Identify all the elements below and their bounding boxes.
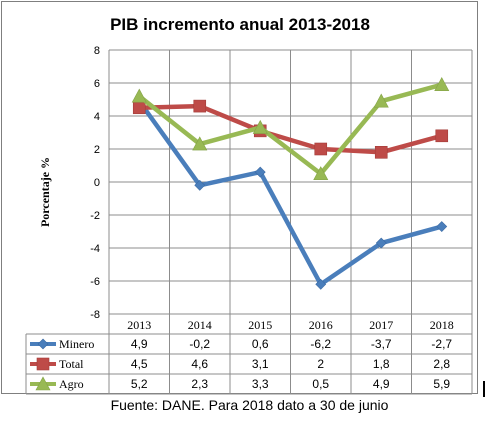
data-point xyxy=(313,166,329,181)
data-point xyxy=(35,376,51,391)
y-tick-label: 6 xyxy=(94,78,100,90)
series-line xyxy=(137,98,444,287)
table-cell: 2,8 xyxy=(433,357,450,371)
data-point xyxy=(434,77,450,91)
data-point xyxy=(315,278,327,290)
table-cell: 2 xyxy=(317,357,324,371)
table-cell: -6,2 xyxy=(310,337,331,351)
series-line xyxy=(137,103,444,155)
category-label: 2018 xyxy=(430,318,454,332)
y-axis-ticks: -8 -6 -4 -2 0 2 4 6 8 xyxy=(90,45,100,321)
chart-title: PIB incremento anual 2013-2018 xyxy=(110,15,370,34)
y-tick-label: -2 xyxy=(90,210,100,222)
table-cell: -0,2 xyxy=(189,337,210,351)
y-tick-label: -4 xyxy=(90,243,100,255)
data-point xyxy=(435,129,449,143)
source-note: Fuente: DANE. Para 2018 dato a 30 de jun… xyxy=(110,397,389,413)
data-point xyxy=(314,142,328,156)
data-table: 2013 2014 2015 2016 2017 2018 Minero 4,9 -0,2 0,6… xyxy=(25,318,472,395)
category-label: 2016 xyxy=(309,318,333,332)
y-tick-label: 2 xyxy=(94,144,100,156)
data-point xyxy=(375,237,387,249)
line-chart: PIB incremento anual 2013-2018 Porcentaj… xyxy=(25,15,473,395)
y-tick-label: 4 xyxy=(94,111,100,123)
gridlines xyxy=(108,49,473,394)
data-point xyxy=(37,338,49,350)
data-point xyxy=(192,136,208,151)
y-tick-label: -8 xyxy=(90,309,100,321)
data-point xyxy=(436,221,448,232)
data-point xyxy=(193,99,207,113)
data-point xyxy=(194,179,206,191)
text-cursor xyxy=(483,381,485,397)
data-point xyxy=(252,119,268,134)
table-cell: 5,9 xyxy=(433,377,450,391)
table-cell: 0,6 xyxy=(252,337,269,351)
table-cell: 3,1 xyxy=(252,357,269,371)
data-point xyxy=(36,357,50,371)
data-point xyxy=(254,166,266,178)
series-lines xyxy=(131,77,450,290)
y-tick-label: -6 xyxy=(90,276,100,288)
data-point xyxy=(373,93,389,108)
chart-frame: PIB incremento anual 2013-2018 Porcentaj… xyxy=(1,1,478,395)
table-cell: 0,5 xyxy=(312,377,329,391)
category-label: 2013 xyxy=(127,318,151,332)
y-tick-label: 8 xyxy=(94,45,100,57)
category-label: 2014 xyxy=(188,318,212,332)
y-axis-label: Porcentaje % xyxy=(38,157,52,227)
data-point xyxy=(132,101,146,115)
table-cell: 1,8 xyxy=(373,357,390,371)
table-cell: 4,6 xyxy=(191,357,208,371)
legend-label: Agro xyxy=(59,377,84,391)
table-cell: -3,7 xyxy=(371,337,392,351)
category-label: 2015 xyxy=(248,318,272,332)
category-label: 2017 xyxy=(369,318,393,332)
table-cell: 4,9 xyxy=(131,337,148,351)
data-point xyxy=(374,146,388,159)
legend-label: Minero xyxy=(59,337,94,351)
data-point xyxy=(131,88,147,103)
table-cell: -2,7 xyxy=(431,337,452,351)
table-cell: 3,3 xyxy=(252,377,269,391)
table-cell: 4,9 xyxy=(373,377,390,391)
y-tick-label: 0 xyxy=(94,177,100,189)
table-cell: 4,5 xyxy=(131,357,148,371)
legend-label: Total xyxy=(59,357,84,371)
table-cell: 2,3 xyxy=(191,377,208,391)
series-line xyxy=(137,82,444,176)
table-cell: 5,2 xyxy=(131,377,148,391)
